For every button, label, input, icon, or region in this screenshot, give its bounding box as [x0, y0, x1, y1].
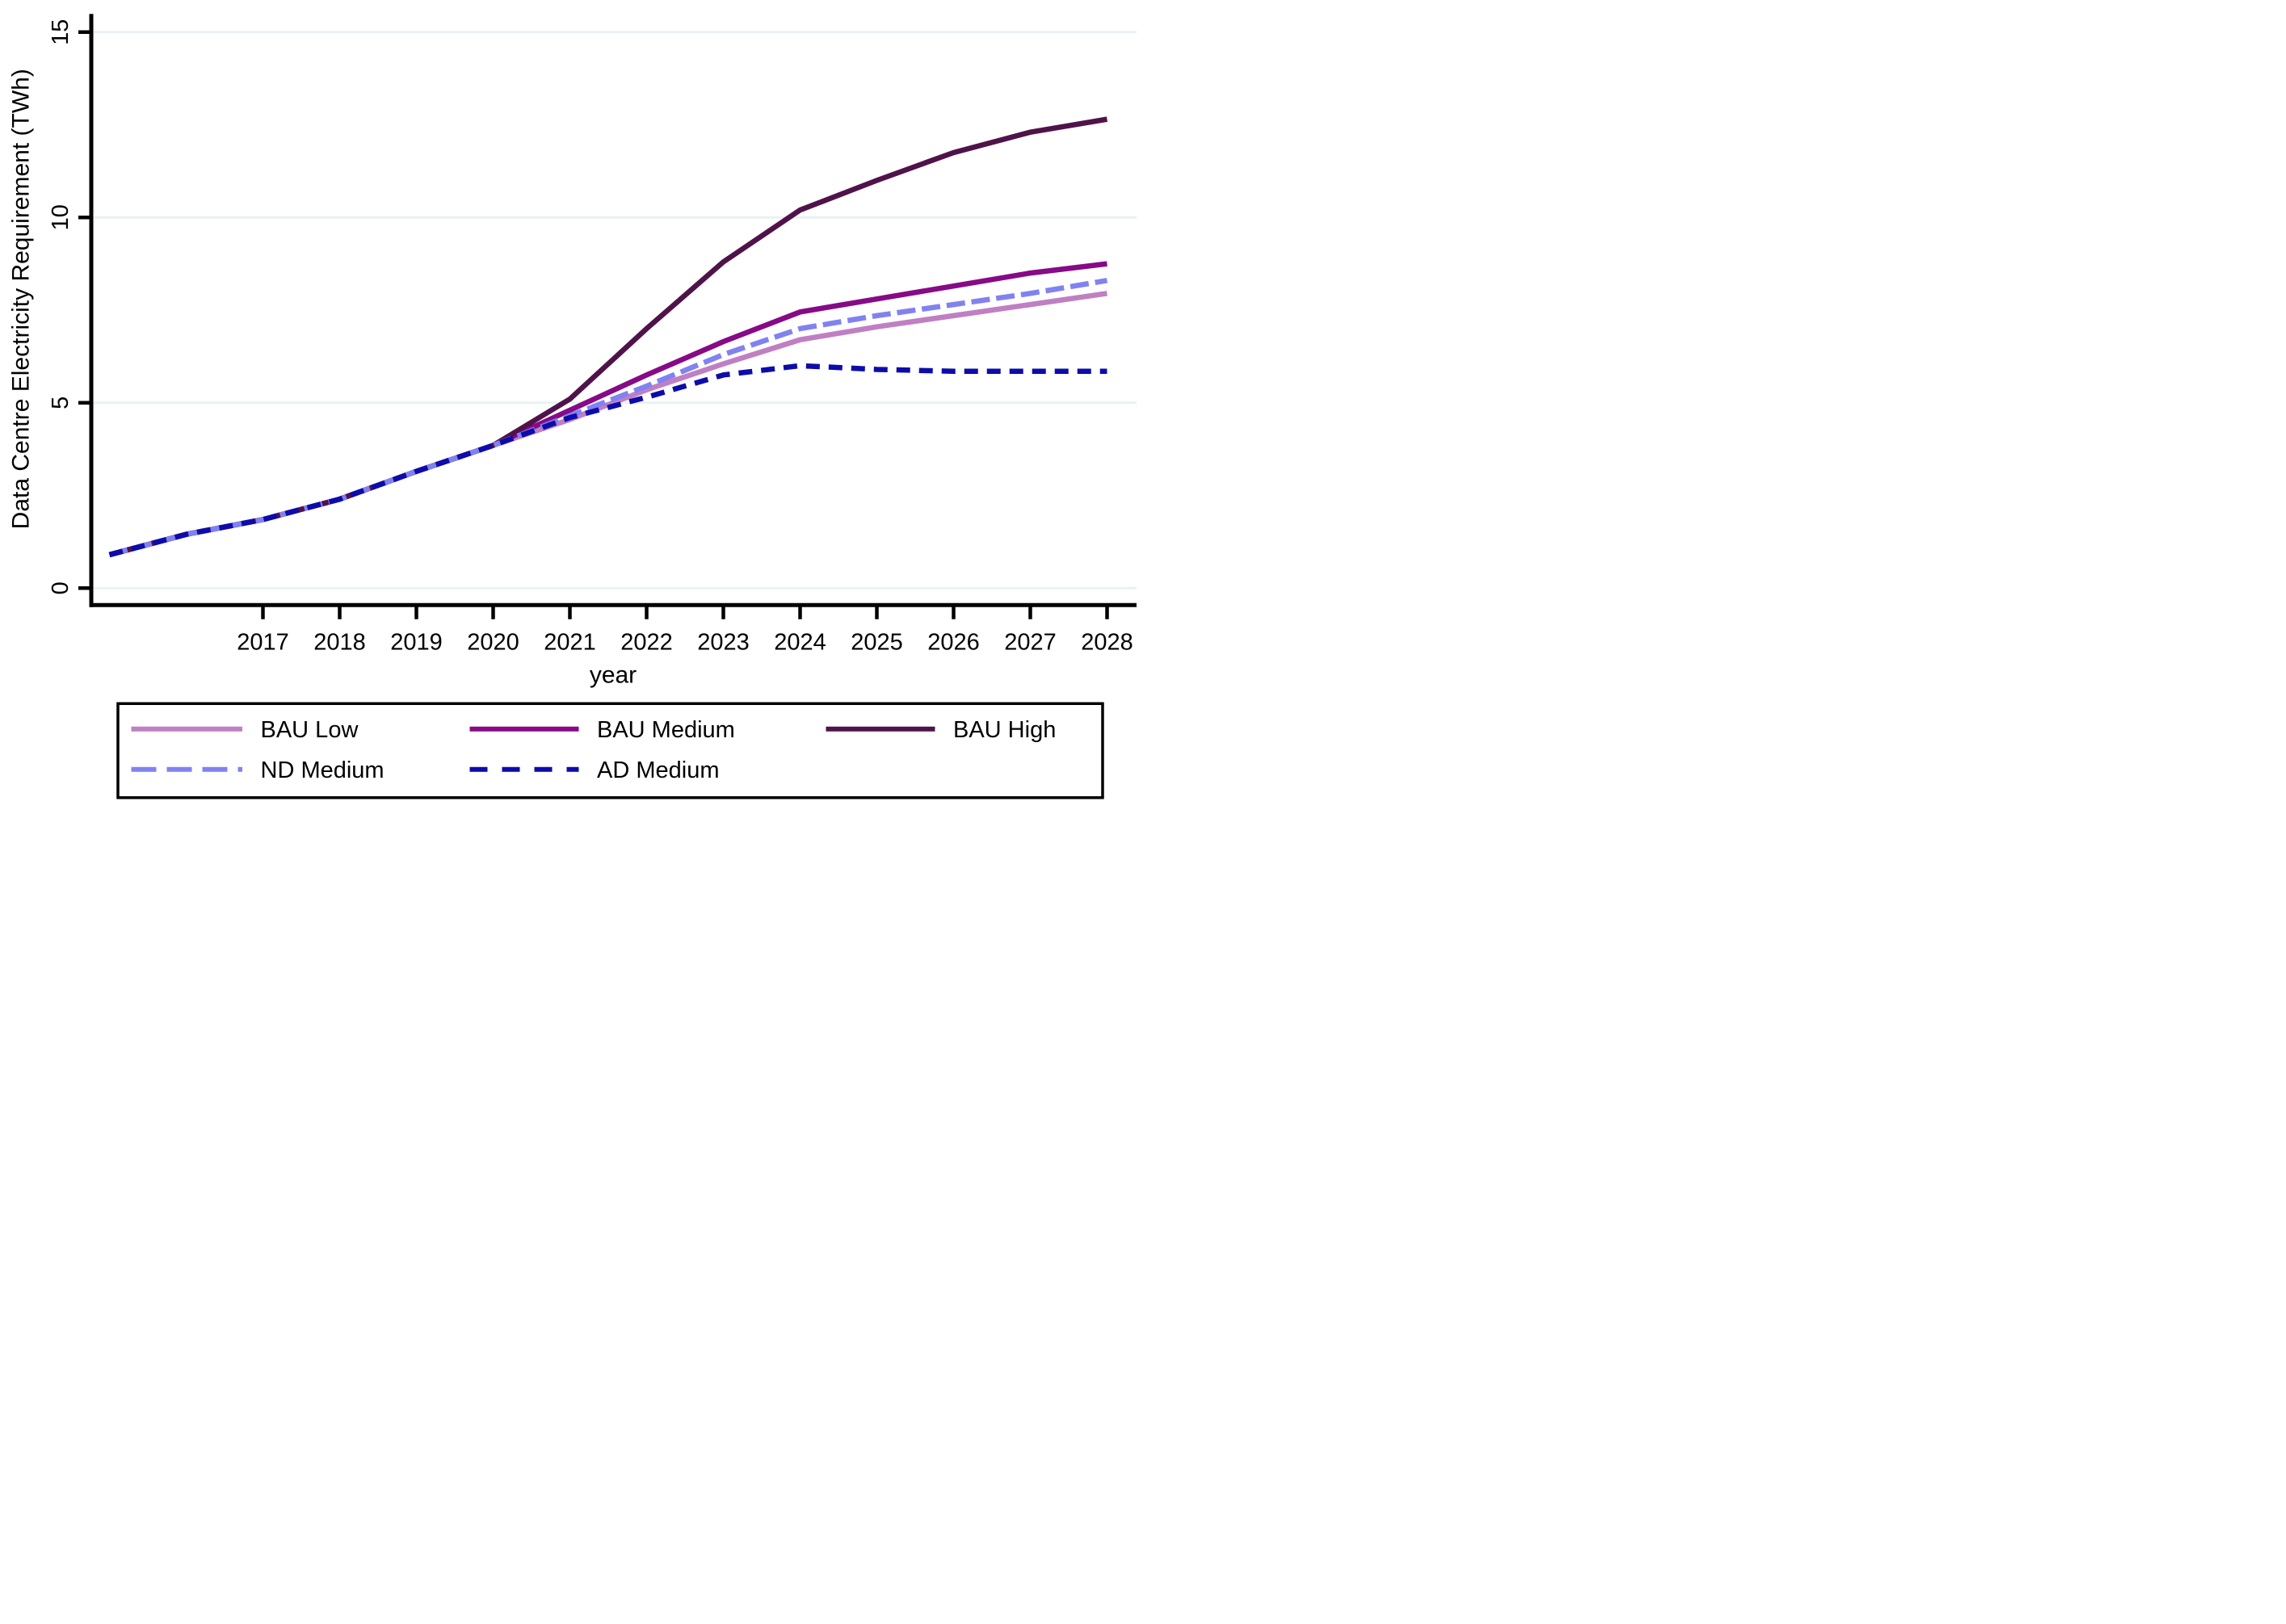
x-tick-label: 2017 [237, 629, 289, 655]
legend-box [116, 702, 1104, 799]
x-tick-label: 2019 [390, 629, 443, 655]
legend-swatches [131, 726, 935, 772]
legend-label-ad-medium: AD Medium [597, 757, 720, 783]
x-tick-label: 2021 [544, 629, 596, 655]
x-tick-label: 2027 [1004, 629, 1057, 655]
legend-label-bau-low: BAU Low [261, 717, 359, 743]
y-tick-label: 5 [48, 397, 74, 409]
x-tick-label: 2023 [697, 629, 750, 655]
series-line-bau-high [108, 116, 1108, 558]
y-tick-label: 0 [48, 581, 74, 594]
series-line-bau-low [108, 291, 1107, 558]
legend-label-nd-medium: ND Medium [261, 757, 385, 783]
x-axis-tick-labels: 2017 2018 2019 2020 2021 2022 2023 2024 … [237, 629, 1133, 655]
series-line-ad-medium [108, 363, 1107, 558]
y-tick-label: 15 [48, 19, 74, 45]
legend: BAU Low BAU Medium BAU High ND Medium AD… [116, 702, 1104, 799]
y-axis-tick-labels: 0 5 10 15 [48, 19, 74, 595]
axes [78, 14, 1137, 619]
x-tick-label: 2024 [774, 629, 826, 655]
series-lines [108, 116, 1108, 558]
x-tick-label: 2028 [1081, 629, 1133, 655]
gridlines [93, 31, 1137, 590]
x-tick-label: 2026 [927, 629, 980, 655]
x-tick-label: 2020 [467, 629, 519, 655]
x-tick-label: 2025 [851, 629, 903, 655]
x-tick-label: 2018 [313, 629, 366, 655]
chart-canvas: 0 5 10 15 2017 2018 2019 2020 2021 2022 … [8, 14, 1137, 799]
x-axis-title: year [590, 661, 637, 688]
series-line-nd-medium [108, 278, 1108, 558]
y-tick-label: 10 [48, 204, 74, 230]
chart-page: 0 5 10 15 2017 2018 2019 2020 2021 2022 … [0, 0, 1143, 812]
legend-label-bau-high: BAU High [953, 717, 1056, 743]
x-tick-label: 2022 [620, 629, 673, 655]
y-axis-title: Data Centre Electricity Requirement (TWh… [8, 69, 35, 529]
legend-label-bau-medium: BAU Medium [597, 717, 735, 743]
